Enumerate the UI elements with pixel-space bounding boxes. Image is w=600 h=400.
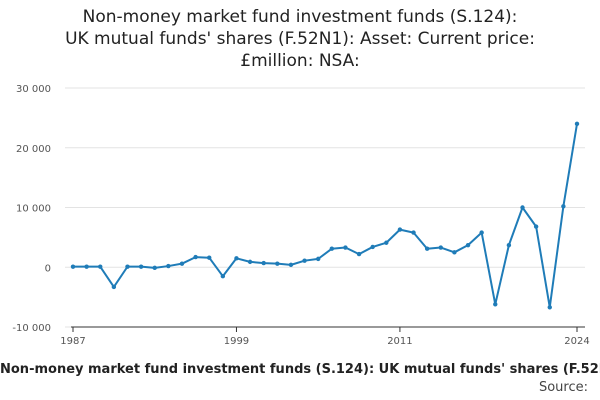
data-point (207, 255, 212, 260)
data-point (193, 254, 198, 260)
data-point (275, 261, 280, 266)
grid-lines (65, 87, 585, 328)
source-label: Source: (538, 380, 588, 395)
data-point (356, 251, 362, 257)
data-point (479, 230, 484, 235)
data-point (384, 240, 389, 245)
data-point (166, 263, 171, 269)
data-point (424, 246, 430, 251)
data-point (411, 230, 416, 235)
data-point (329, 246, 335, 251)
data-point (247, 259, 253, 265)
y-tick-label: 0 (45, 263, 51, 274)
data-point (288, 262, 294, 268)
data-point (506, 242, 512, 248)
y-tick-label: 30 000 (16, 84, 51, 95)
data-series (70, 121, 580, 310)
data-point (138, 264, 144, 269)
series-caption: Non-money market fund investment funds (… (0, 362, 600, 377)
y-tick-label: 10 000 (16, 204, 51, 215)
data-point (520, 205, 525, 210)
data-point (111, 284, 117, 290)
data-point (343, 245, 348, 250)
data-point (125, 264, 130, 269)
data-point (84, 264, 89, 269)
data-point (302, 258, 307, 263)
x-tick-label: 2011 (387, 336, 412, 347)
data-point (370, 244, 375, 250)
data-point (179, 261, 185, 266)
data-point (465, 242, 471, 248)
data-point (220, 274, 226, 279)
data-point (561, 204, 566, 209)
y-axis-labels: 30 000 20 000 10 000 0 -10 000 (12, 84, 51, 334)
y-tick-label: -10 000 (12, 323, 51, 334)
data-point (315, 256, 321, 262)
data-point (493, 302, 498, 307)
data-point (98, 264, 103, 269)
data-point (533, 224, 539, 229)
x-axis-labels: 1987 1999 2011 2024 (60, 336, 589, 347)
data-point (152, 265, 157, 271)
x-tick-label: 1999 (224, 336, 249, 347)
data-point (261, 260, 266, 266)
data-point (234, 256, 239, 261)
x-tick-label: 2024 (564, 336, 589, 347)
series-line (73, 123, 578, 309)
data-point (70, 264, 76, 269)
data-point (397, 227, 403, 232)
data-point (574, 121, 580, 127)
data-point (547, 305, 552, 310)
x-axis (71, 326, 585, 332)
y-tick-label: 20 000 (16, 144, 51, 155)
data-point (452, 250, 457, 255)
x-tick-label: 1987 (60, 336, 85, 347)
chart-title: Non-money market fund investment funds (… (65, 7, 535, 71)
data-point (438, 245, 443, 250)
